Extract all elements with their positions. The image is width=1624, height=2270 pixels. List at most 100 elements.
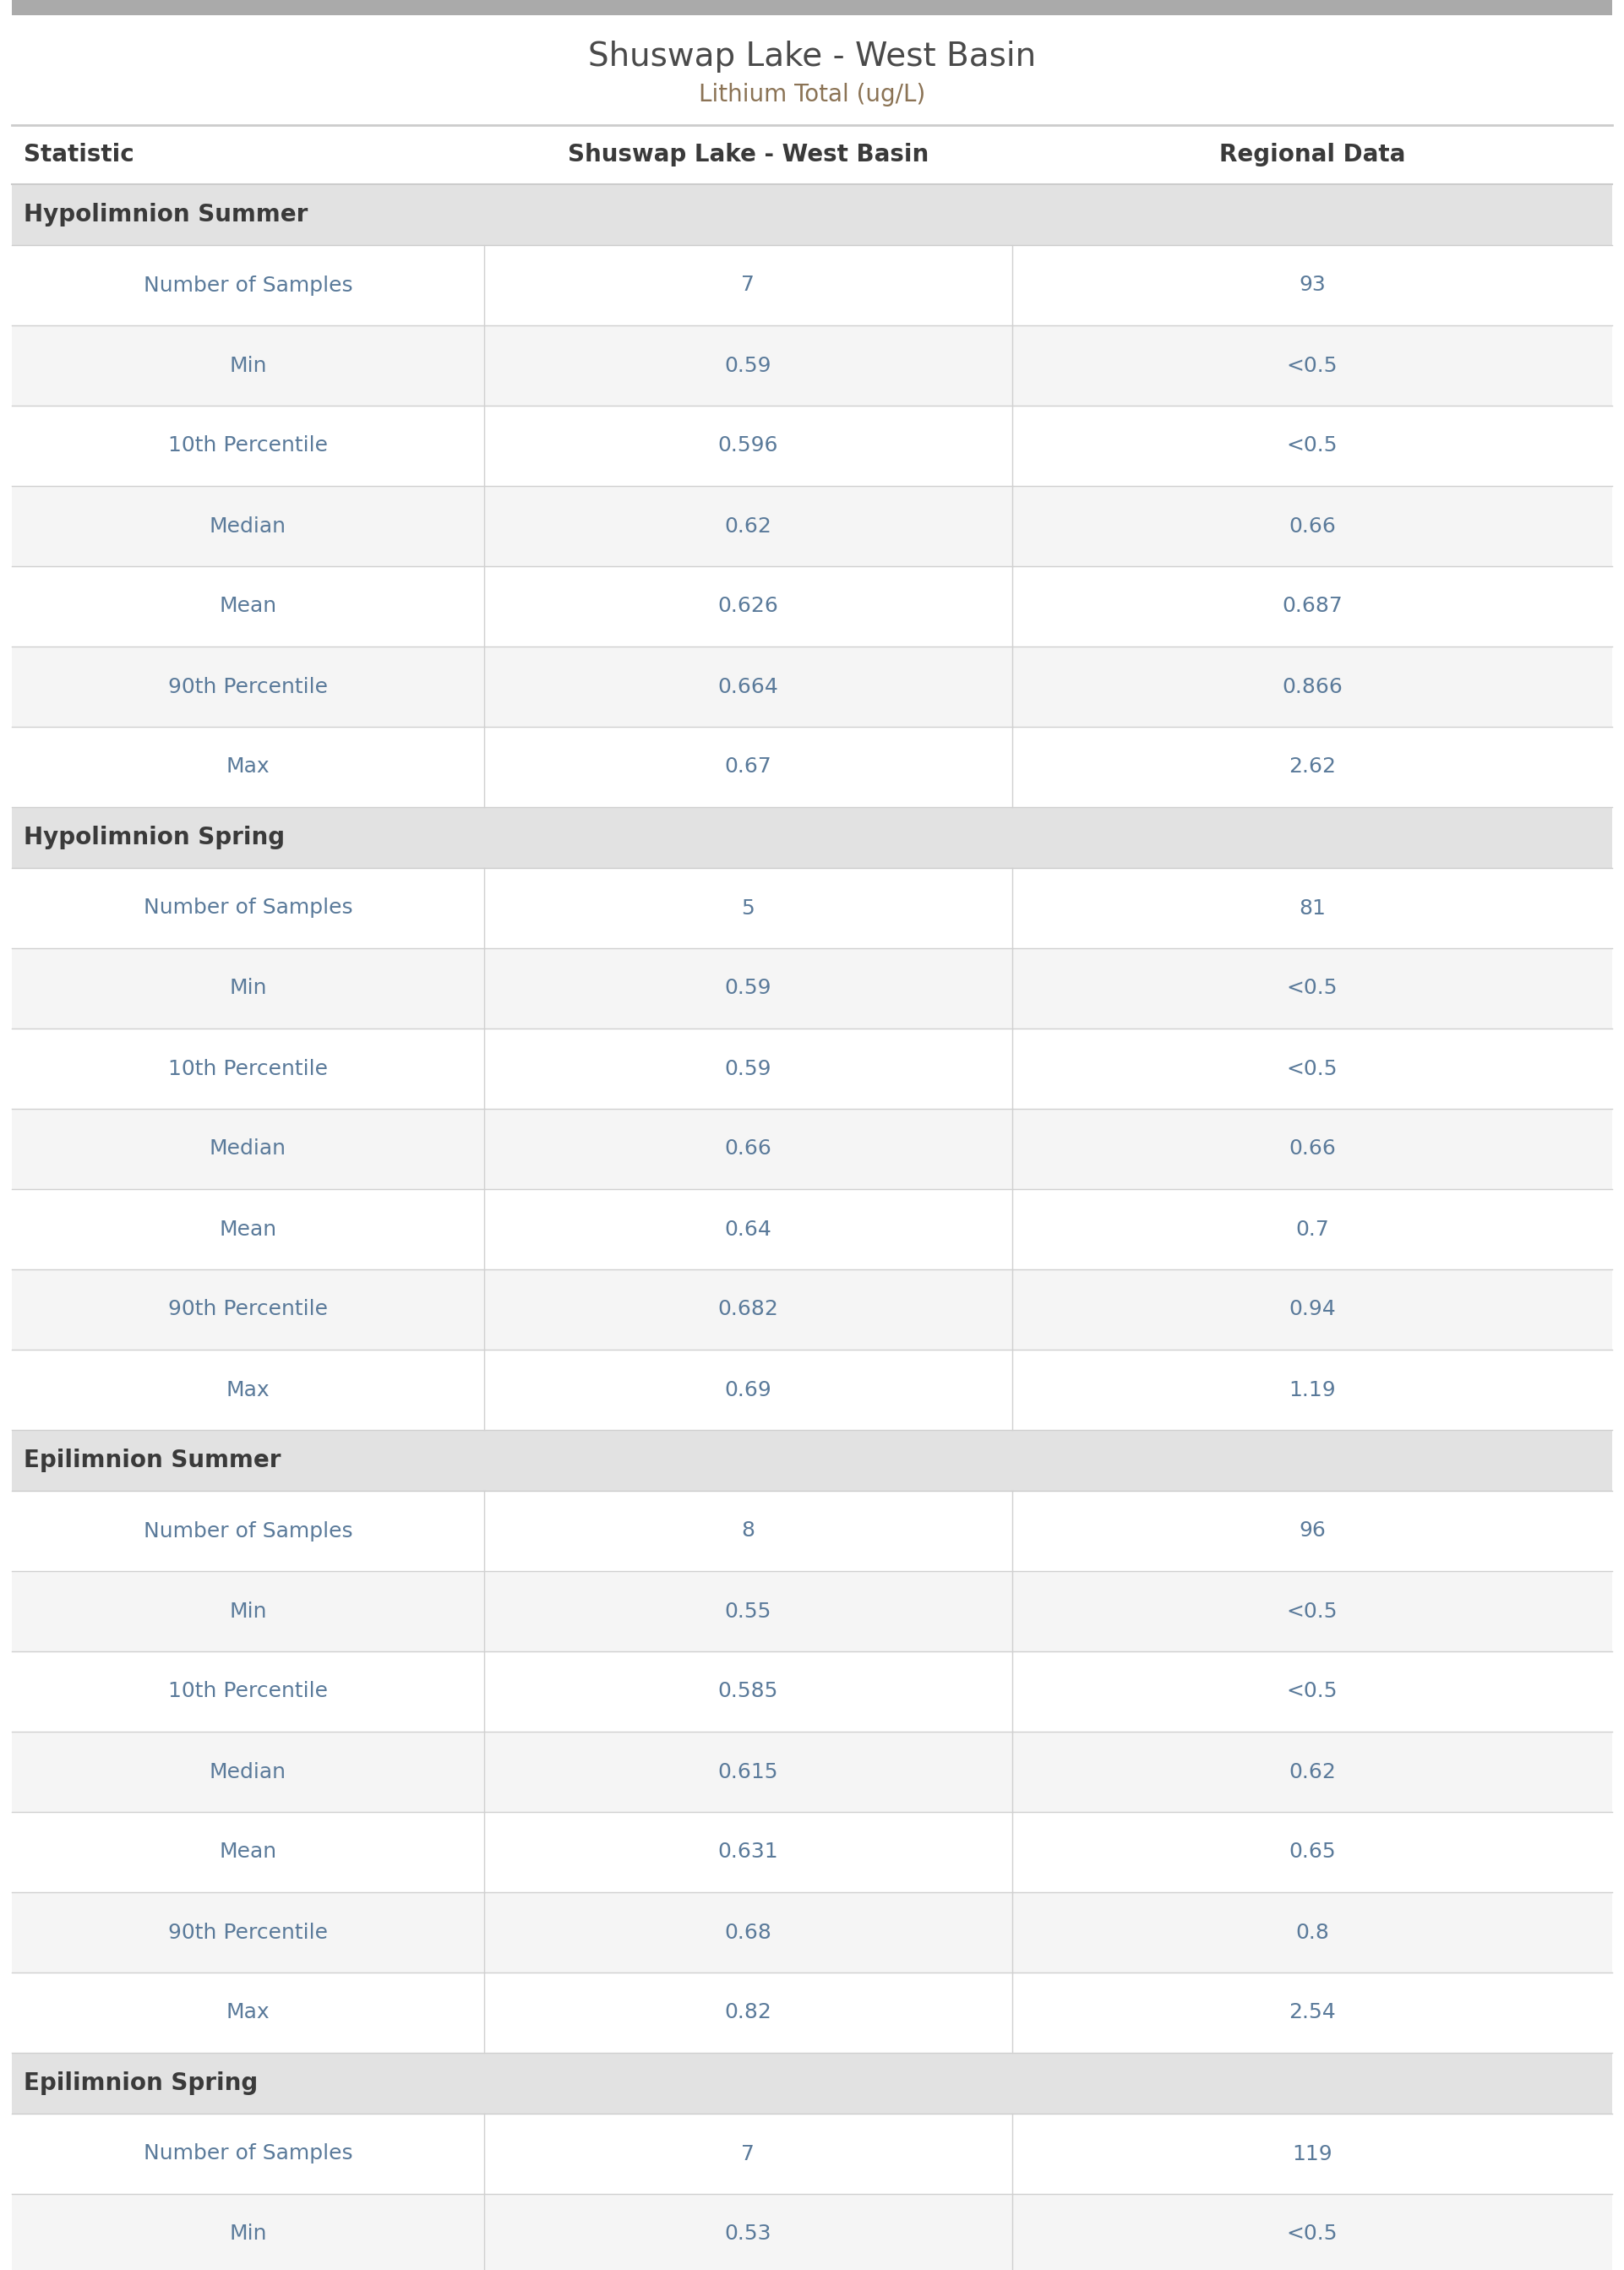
Text: 93: 93 bbox=[1299, 275, 1325, 295]
Bar bbox=[11, 1811, 1613, 1893]
Text: 0.66: 0.66 bbox=[724, 1140, 771, 1160]
Bar bbox=[11, 1269, 1613, 1351]
Bar bbox=[11, 1108, 1613, 1189]
Text: Shuswap Lake - West Basin: Shuswap Lake - West Basin bbox=[567, 143, 929, 166]
Text: Epilimnion Summer: Epilimnion Summer bbox=[24, 1448, 281, 1473]
Text: Max: Max bbox=[226, 2002, 270, 2023]
Bar bbox=[11, 245, 1613, 325]
Text: Statistic: Statistic bbox=[24, 143, 135, 166]
Text: 0.66: 0.66 bbox=[1288, 515, 1335, 536]
Text: <0.5: <0.5 bbox=[1286, 2225, 1338, 2245]
Bar bbox=[11, 406, 1613, 486]
Text: 0.626: 0.626 bbox=[718, 597, 778, 617]
Bar bbox=[11, 0, 1613, 16]
Text: 10th Percentile: 10th Percentile bbox=[167, 1682, 328, 1702]
Text: 0.7: 0.7 bbox=[1296, 1219, 1328, 1239]
Text: 0.62: 0.62 bbox=[1288, 1762, 1335, 1782]
Text: 0.59: 0.59 bbox=[724, 356, 771, 375]
Text: 0.615: 0.615 bbox=[718, 1762, 778, 1782]
Bar bbox=[11, 1893, 1613, 1973]
Text: Number of Samples: Number of Samples bbox=[143, 899, 352, 919]
Text: <0.5: <0.5 bbox=[1286, 356, 1338, 375]
Text: Hypolimnion Summer: Hypolimnion Summer bbox=[24, 202, 309, 227]
Bar bbox=[11, 1351, 1613, 1430]
Text: Mean: Mean bbox=[219, 1841, 276, 1861]
Text: Min: Min bbox=[229, 1600, 266, 1621]
Text: 0.55: 0.55 bbox=[724, 1600, 771, 1621]
Text: <0.5: <0.5 bbox=[1286, 1058, 1338, 1078]
Bar bbox=[11, 325, 1613, 406]
Bar bbox=[11, 16, 1613, 125]
Text: 0.64: 0.64 bbox=[724, 1219, 771, 1239]
Text: 0.62: 0.62 bbox=[724, 515, 771, 536]
Text: Min: Min bbox=[229, 2225, 266, 2245]
Text: 90th Percentile: 90th Percentile bbox=[167, 1298, 328, 1319]
Text: 0.585: 0.585 bbox=[718, 1682, 778, 1702]
Text: Min: Min bbox=[229, 356, 266, 375]
Text: 0.69: 0.69 bbox=[724, 1380, 771, 1401]
Bar bbox=[11, 647, 1613, 726]
Text: 119: 119 bbox=[1293, 2143, 1332, 2163]
Text: Mean: Mean bbox=[219, 597, 276, 617]
Text: 8: 8 bbox=[741, 1521, 755, 1541]
Bar bbox=[11, 726, 1613, 808]
Text: Median: Median bbox=[209, 515, 286, 536]
Bar bbox=[11, 1732, 1613, 1811]
Bar bbox=[11, 1028, 1613, 1108]
Text: 0.59: 0.59 bbox=[724, 978, 771, 999]
Text: 7: 7 bbox=[741, 2143, 755, 2163]
Text: 0.94: 0.94 bbox=[1288, 1298, 1335, 1319]
Text: 90th Percentile: 90th Percentile bbox=[167, 1923, 328, 1943]
Text: 5: 5 bbox=[741, 899, 755, 919]
Text: <0.5: <0.5 bbox=[1286, 1600, 1338, 1621]
Bar bbox=[11, 1650, 1613, 1732]
Bar bbox=[11, 184, 1613, 245]
Text: Max: Max bbox=[226, 1380, 270, 1401]
Text: 0.866: 0.866 bbox=[1281, 676, 1343, 697]
Bar bbox=[11, 1491, 1613, 1571]
Text: 0.82: 0.82 bbox=[724, 2002, 771, 2023]
Text: 0.596: 0.596 bbox=[718, 436, 778, 456]
Text: <0.5: <0.5 bbox=[1286, 1682, 1338, 1702]
Text: Shuswap Lake - West Basin: Shuswap Lake - West Basin bbox=[588, 41, 1036, 73]
Text: Min: Min bbox=[229, 978, 266, 999]
Text: 2.62: 2.62 bbox=[1288, 756, 1337, 776]
Text: 0.59: 0.59 bbox=[724, 1058, 771, 1078]
Text: Max: Max bbox=[226, 756, 270, 776]
Text: 81: 81 bbox=[1299, 899, 1325, 919]
Bar bbox=[11, 565, 1613, 647]
Text: 0.682: 0.682 bbox=[718, 1298, 778, 1319]
Text: Number of Samples: Number of Samples bbox=[143, 275, 352, 295]
Text: 1.19: 1.19 bbox=[1288, 1380, 1335, 1401]
Bar bbox=[11, 1973, 1613, 2052]
Text: 2.54: 2.54 bbox=[1288, 2002, 1335, 2023]
Bar bbox=[11, 1189, 1613, 1269]
Bar bbox=[11, 125, 1613, 184]
Bar bbox=[11, 867, 1613, 949]
Text: 0.631: 0.631 bbox=[718, 1841, 778, 1861]
Bar bbox=[11, 808, 1613, 867]
Bar bbox=[11, 949, 1613, 1028]
Text: Number of Samples: Number of Samples bbox=[143, 1521, 352, 1541]
Bar bbox=[11, 1430, 1613, 1491]
Text: Median: Median bbox=[209, 1140, 286, 1160]
Bar bbox=[11, 2193, 1613, 2270]
Bar bbox=[11, 486, 1613, 565]
Text: Lithium Total (ug/L): Lithium Total (ug/L) bbox=[698, 82, 926, 107]
Bar bbox=[11, 2113, 1613, 2193]
Text: 0.66: 0.66 bbox=[1288, 1140, 1335, 1160]
Text: 0.65: 0.65 bbox=[1288, 1841, 1335, 1861]
Text: Regional Data: Regional Data bbox=[1220, 143, 1405, 166]
Text: Number of Samples: Number of Samples bbox=[143, 2143, 352, 2163]
Text: 0.8: 0.8 bbox=[1296, 1923, 1328, 1943]
Text: 0.53: 0.53 bbox=[724, 2225, 771, 2245]
Text: 0.67: 0.67 bbox=[724, 756, 771, 776]
Bar bbox=[11, 1571, 1613, 1650]
Text: <0.5: <0.5 bbox=[1286, 978, 1338, 999]
Text: 0.68: 0.68 bbox=[724, 1923, 771, 1943]
Text: 0.664: 0.664 bbox=[718, 676, 778, 697]
Text: 10th Percentile: 10th Percentile bbox=[167, 1058, 328, 1078]
Text: <0.5: <0.5 bbox=[1286, 436, 1338, 456]
Text: Hypolimnion Spring: Hypolimnion Spring bbox=[24, 826, 284, 849]
Text: 10th Percentile: 10th Percentile bbox=[167, 436, 328, 456]
